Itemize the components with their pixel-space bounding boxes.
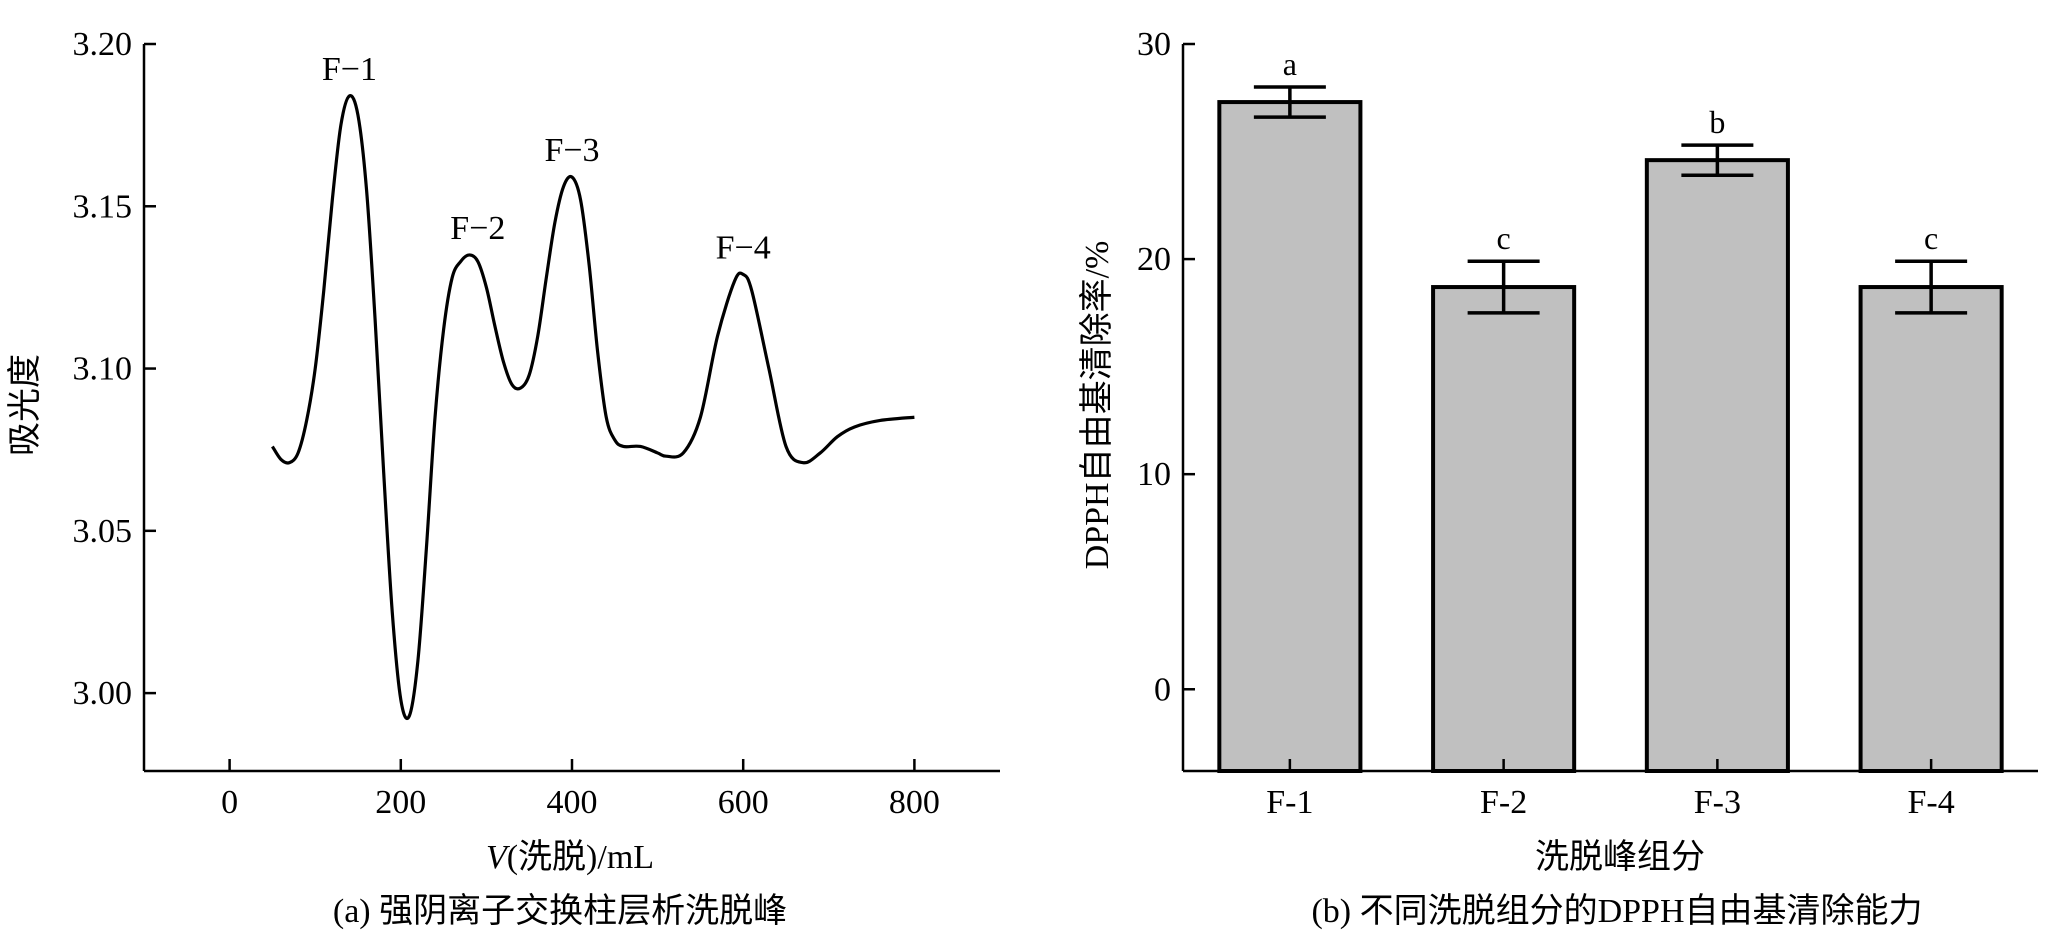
significance-letter: b [1709, 104, 1725, 140]
x-tick-label: F-1 [1266, 784, 1313, 821]
y-tick-label: 30 [1137, 26, 1171, 63]
x-tick-label: F-3 [1694, 784, 1741, 821]
panel-a-y-ticks: 3.00 3.05 3.10 3.15 3.20 [73, 26, 156, 712]
panel-b-y-axis-label: DPPH自由基清除率/% [1078, 241, 1116, 570]
panel-a-peak-labels: F−1 F−2 F−3 F−4 [322, 51, 771, 267]
panel-a-x-axis-label: V(洗脱)/mL [486, 838, 654, 876]
y-tick-label: 3.05 [73, 513, 133, 550]
y-tick-label: 3.00 [73, 675, 133, 712]
y-tick-label: 10 [1137, 456, 1171, 493]
x-tick-label: 0 [221, 784, 238, 821]
panel-a-caption: (a) 强阴离子交换柱层析洗脱峰 [333, 892, 787, 930]
y-tick-label: 3.10 [73, 351, 133, 388]
x-tick-label: 600 [718, 784, 769, 821]
x-tick-label: F-4 [1908, 784, 1955, 821]
y-tick-label: 3.20 [73, 26, 133, 63]
bar [1644, 158, 1790, 773]
significance-letter: c [1924, 220, 1938, 256]
x-tick-label: 400 [547, 784, 598, 821]
x-tick-label: 800 [889, 784, 940, 821]
bar [1217, 100, 1363, 773]
panel-b-x-ticks: F-1 F-2 F-3 F-4 [1266, 759, 1955, 821]
y-tick-label: 3.15 [73, 188, 133, 225]
significance-letter: a [1283, 46, 1297, 82]
panel-a-y-axis-label: 吸光度 [6, 354, 44, 456]
panel-a-line-chart: 3.003.053.103.153.20 0 200 400 600 800 F−1F−… [6, 26, 1000, 930]
panel-a-x-ticks: 0 200 400 600 800 [221, 759, 940, 821]
bar [1431, 285, 1577, 773]
panel-b-caption: (b) 不同洗脱组分的DPPH自由基清除能力 [1311, 892, 1922, 930]
elution-curve-line [271, 94, 915, 721]
peak-label: F−2 [450, 210, 505, 247]
bar [1858, 285, 2004, 773]
peak-label: F−3 [544, 132, 599, 169]
panel-b-bar-chart: 0 10 20 30 a c b c F-1 F-2 F-3 F-4 洗脱峰组分 DPPH自由基清… [1078, 26, 2038, 930]
panel-b-y-ticks: 0 10 20 30 [1137, 26, 1195, 708]
peak-label: F−4 [716, 229, 771, 266]
x-tick-label: F-2 [1480, 784, 1527, 821]
peak-label: F−1 [322, 51, 377, 88]
y-tick-label: 0 [1154, 671, 1171, 708]
x-tick-label: 200 [375, 784, 426, 821]
x-label-rest: (洗脱)/mL [507, 838, 654, 876]
panel-b-bars: a c b c [1217, 46, 2004, 773]
significance-letter: c [1497, 220, 1511, 256]
panel-b-x-axis-label: 洗脱峰组分 [1535, 838, 1705, 876]
y-tick-label: 20 [1137, 241, 1171, 278]
